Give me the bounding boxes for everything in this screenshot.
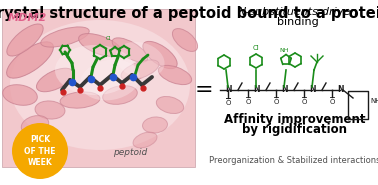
Ellipse shape — [158, 65, 192, 85]
Text: N: N — [337, 85, 343, 95]
Ellipse shape — [41, 27, 89, 47]
Ellipse shape — [156, 96, 184, 114]
Ellipse shape — [172, 28, 198, 51]
Ellipse shape — [21, 116, 49, 134]
Text: NH: NH — [279, 48, 289, 53]
Ellipse shape — [103, 86, 137, 104]
Text: O: O — [225, 100, 231, 106]
Text: O: O — [245, 99, 251, 105]
Text: N-substituents-driven: N-substituents-driven — [238, 7, 358, 17]
Ellipse shape — [80, 60, 140, 100]
Text: binding: binding — [277, 17, 319, 27]
Text: O: O — [301, 99, 307, 105]
Circle shape — [12, 123, 68, 179]
Text: N: N — [309, 85, 315, 95]
Text: Crystal structure of a peptoid bound to a protein: Crystal structure of a peptoid bound to … — [0, 6, 378, 21]
Text: NH: NH — [370, 98, 378, 104]
Text: Cl: Cl — [253, 45, 259, 51]
Text: MDM2: MDM2 — [8, 13, 47, 23]
Text: O: O — [329, 99, 335, 105]
Ellipse shape — [6, 42, 53, 78]
Ellipse shape — [37, 68, 73, 92]
Text: Cl: Cl — [105, 36, 111, 41]
Text: N: N — [281, 85, 287, 95]
Text: N: N — [253, 85, 259, 95]
Ellipse shape — [143, 117, 167, 133]
Ellipse shape — [35, 101, 65, 119]
Text: O: O — [273, 99, 279, 105]
Ellipse shape — [3, 85, 37, 105]
Text: PICK
OF THE
WEEK: PICK OF THE WEEK — [24, 135, 56, 167]
Text: N: N — [225, 85, 231, 95]
Text: =: = — [195, 80, 213, 100]
Text: Affinity improvement: Affinity improvement — [224, 113, 366, 126]
Bar — [2, 9, 195, 167]
Text: by rigidification: by rigidification — [243, 123, 347, 136]
Ellipse shape — [7, 24, 43, 56]
Ellipse shape — [60, 92, 100, 108]
Text: Preorganization & Stabilized interactions: Preorganization & Stabilized interaction… — [209, 156, 378, 165]
Text: peptoid: peptoid — [113, 148, 147, 157]
Ellipse shape — [121, 60, 159, 80]
Ellipse shape — [55, 45, 135, 95]
Ellipse shape — [10, 20, 190, 150]
Ellipse shape — [143, 41, 177, 69]
Ellipse shape — [133, 132, 157, 148]
Ellipse shape — [112, 38, 148, 62]
Ellipse shape — [79, 33, 121, 56]
Ellipse shape — [115, 42, 164, 78]
